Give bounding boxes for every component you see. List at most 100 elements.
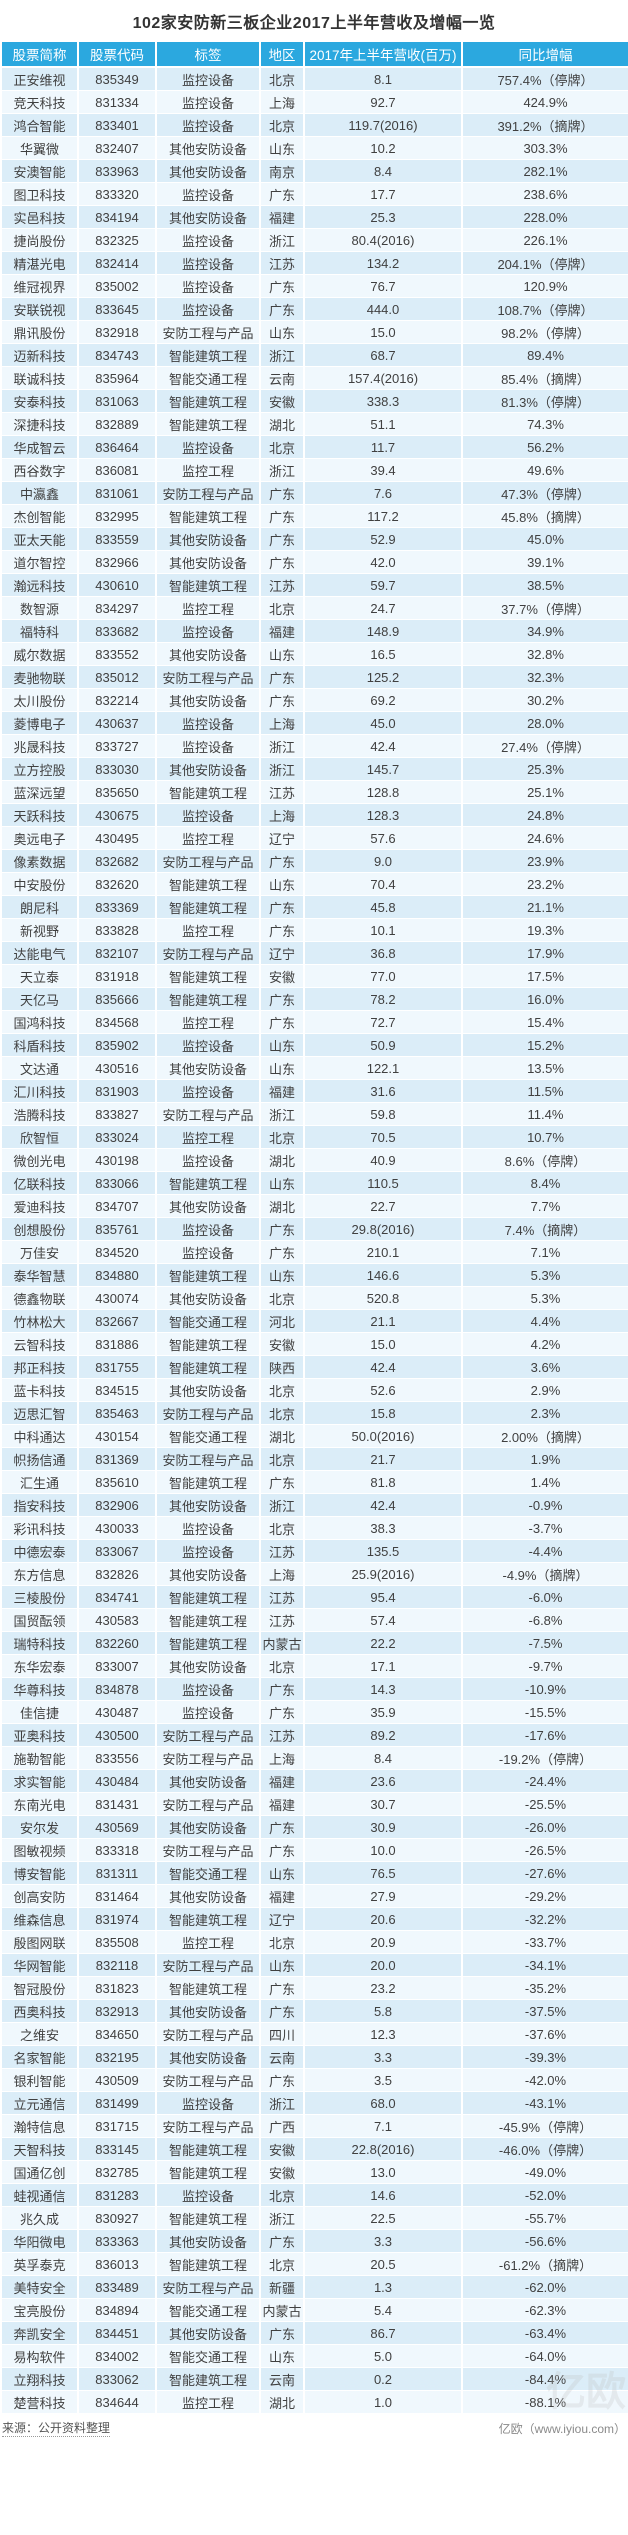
revenue-cell: 20.5 <box>303 2252 463 2276</box>
growth-cell: -3.7% <box>461 1516 628 1540</box>
table-row: 华成智云 836464 监控设备 北京 11.7 56.2% <box>0 435 628 459</box>
region-cell: 福建 <box>259 619 305 643</box>
tag-cell: 安防工程与产品 <box>155 1723 261 1747</box>
stock-name-cell: 联诚科技 <box>0 366 79 390</box>
stock-name-cell: 达能电气 <box>0 941 79 965</box>
table-row: 瀚远科技 430610 智能建筑工程 江苏 59.7 38.5% <box>0 573 628 597</box>
growth-cell: -35.2% <box>461 1976 628 2000</box>
region-cell: 广东 <box>259 1240 305 1264</box>
table-row: 福特科 833682 监控设备 福建 148.9 34.9% <box>0 619 628 643</box>
tag-cell: 智能建筑工程 <box>155 895 261 919</box>
stock-name-cell: 杰创智能 <box>0 504 79 528</box>
table-row: 安泰科技 831063 智能建筑工程 安徽 338.3 81.3%（停牌） <box>0 389 628 413</box>
revenue-cell: 10.0 <box>303 1838 463 1862</box>
table-row: 智冠股份 831823 智能建筑工程 广东 23.2 -35.2% <box>0 1976 628 2000</box>
growth-cell: -46.0%（停牌） <box>461 2137 628 2161</box>
stock-name-cell: 立元通信 <box>0 2091 79 2115</box>
tag-cell: 安防工程与产品 <box>155 1838 261 1862</box>
stock-name-cell: 西奥科技 <box>0 1999 79 2023</box>
page-title: 102家安防新三板企业2017上半年营收及增幅一览 <box>132 15 496 32</box>
tag-cell: 智能建筑工程 <box>155 987 261 1011</box>
stock-code-cell: 832785 <box>77 2160 157 2184</box>
table-row: 亚奥科技 430500 安防工程与产品 江苏 89.2 -17.6% <box>0 1723 628 1747</box>
revenue-cell: 59.8 <box>303 1102 463 1126</box>
stock-code-cell: 832107 <box>77 941 157 965</box>
table-row: 东华宏泰 833007 其他安防设备 北京 17.1 -9.7% <box>0 1654 628 1678</box>
table-row: 图敏视频 833318 安防工程与产品 广东 10.0 -26.5% <box>0 1838 628 1862</box>
table-row: 数智源 834297 监控工程 北京 24.7 37.7%（停牌） <box>0 596 628 620</box>
region-cell: 广东 <box>259 2068 305 2092</box>
region-cell: 北京 <box>259 1125 305 1149</box>
growth-cell: -39.3% <box>461 2045 628 2069</box>
stock-name-cell: 兆晟科技 <box>0 734 79 758</box>
stock-name-cell: 三棱股份 <box>0 1585 79 1609</box>
region-cell: 山东 <box>259 872 305 896</box>
revenue-cell: 31.6 <box>303 1079 463 1103</box>
growth-cell: -0.9% <box>461 1493 628 1517</box>
stock-code-cell: 832889 <box>77 412 157 436</box>
tag-cell: 智能建筑工程 <box>155 780 261 804</box>
revenue-cell: 23.6 <box>303 1769 463 1793</box>
stock-code-cell: 430495 <box>77 826 157 850</box>
tag-cell: 其他安防设备 <box>155 1194 261 1218</box>
table-row: 亿联科技 833066 智能建筑工程 山东 110.5 8.4% <box>0 1171 628 1195</box>
stock-code-cell: 834880 <box>77 1263 157 1287</box>
tag-cell: 监控设备 <box>155 1079 261 1103</box>
table-row: 宝亮股份 834894 智能交通工程 内蒙古 5.4 -62.3% <box>0 2298 628 2322</box>
growth-cell: 757.4%（停牌） <box>461 66 628 91</box>
stock-code-cell: 831823 <box>77 1976 157 2000</box>
growth-cell: -49.0% <box>461 2160 628 2184</box>
region-cell: 北京 <box>259 66 305 91</box>
column-header: 同比增幅 <box>461 41 628 68</box>
table-row: 求实智能 430484 其他安防设备 福建 23.6 -24.4% <box>0 1769 628 1793</box>
stock-code-cell: 832407 <box>77 136 157 160</box>
stock-name-cell: 华网智能 <box>0 1953 79 1977</box>
stock-name-cell: 捷尚股份 <box>0 228 79 252</box>
tag-cell: 智能建筑工程 <box>155 964 261 988</box>
table-row: 兆久成 830927 智能建筑工程 浙江 22.5 -55.7% <box>0 2206 628 2230</box>
tag-cell: 智能建筑工程 <box>155 1171 261 1195</box>
stock-code-cell: 834743 <box>77 343 157 367</box>
stock-code-cell: 834002 <box>77 2344 157 2368</box>
region-cell: 山东 <box>259 1056 305 1080</box>
stock-code-cell: 834451 <box>77 2321 157 2345</box>
tag-cell: 监控设备 <box>155 228 261 252</box>
region-cell: 广东 <box>259 1999 305 2023</box>
region-cell: 北京 <box>259 113 305 137</box>
growth-cell: 15.4% <box>461 1010 628 1034</box>
table-row: 华尊科技 834878 监控设备 广东 14.3 -10.9% <box>0 1677 628 1701</box>
region-cell: 湖北 <box>259 1148 305 1172</box>
revenue-cell: 50.0(2016) <box>303 1424 463 1448</box>
tag-cell: 智能交通工程 <box>155 1309 261 1333</box>
table-row: 创高安防 831464 其他安防设备 福建 27.9 -29.2% <box>0 1884 628 1908</box>
table-row: 菱博电子 430637 监控设备 上海 45.0 28.0% <box>0 711 628 735</box>
table-row: 西奥科技 832913 其他安防设备 广东 5.8 -37.5% <box>0 1999 628 2023</box>
revenue-table: 股票简称 股票代码 标签 地区 2017年上半年营收(百万) 同比增幅 正安维视 83534… <box>0 41 628 2414</box>
growth-cell: -7.5% <box>461 1631 628 1655</box>
region-cell: 北京 <box>259 2252 305 2276</box>
tag-cell: 其他安防设备 <box>155 1493 261 1517</box>
revenue-cell: 128.8 <box>303 780 463 804</box>
growth-cell: 32.8% <box>461 642 628 666</box>
region-cell: 北京 <box>259 1286 305 1310</box>
stock-name-cell: 宝亮股份 <box>0 2298 79 2322</box>
stock-code-cell: 830927 <box>77 2206 157 2230</box>
revenue-cell: 5.0 <box>303 2344 463 2368</box>
tag-cell: 其他安防设备 <box>155 688 261 712</box>
revenue-cell: 50.9 <box>303 1033 463 1057</box>
growth-cell: -4.9%（摘牌） <box>461 1562 628 1586</box>
revenue-cell: 45.8 <box>303 895 463 919</box>
growth-cell: 238.6% <box>461 182 628 206</box>
stock-name-cell: 中安股份 <box>0 872 79 896</box>
growth-cell: -34.1% <box>461 1953 628 1977</box>
stock-name-cell: 邦正科技 <box>0 1355 79 1379</box>
growth-cell: 49.6% <box>461 458 628 482</box>
growth-cell: 45.0% <box>461 527 628 551</box>
table-row: 汇川科技 831903 监控设备 福建 31.6 11.5% <box>0 1079 628 1103</box>
stock-code-cell: 833559 <box>77 527 157 551</box>
growth-cell: 4.4% <box>461 1309 628 1333</box>
region-cell: 上海 <box>259 90 305 114</box>
stock-code-cell: 831918 <box>77 964 157 988</box>
region-cell: 云南 <box>259 2045 305 2069</box>
stock-name-cell: 创想股份 <box>0 1217 79 1241</box>
